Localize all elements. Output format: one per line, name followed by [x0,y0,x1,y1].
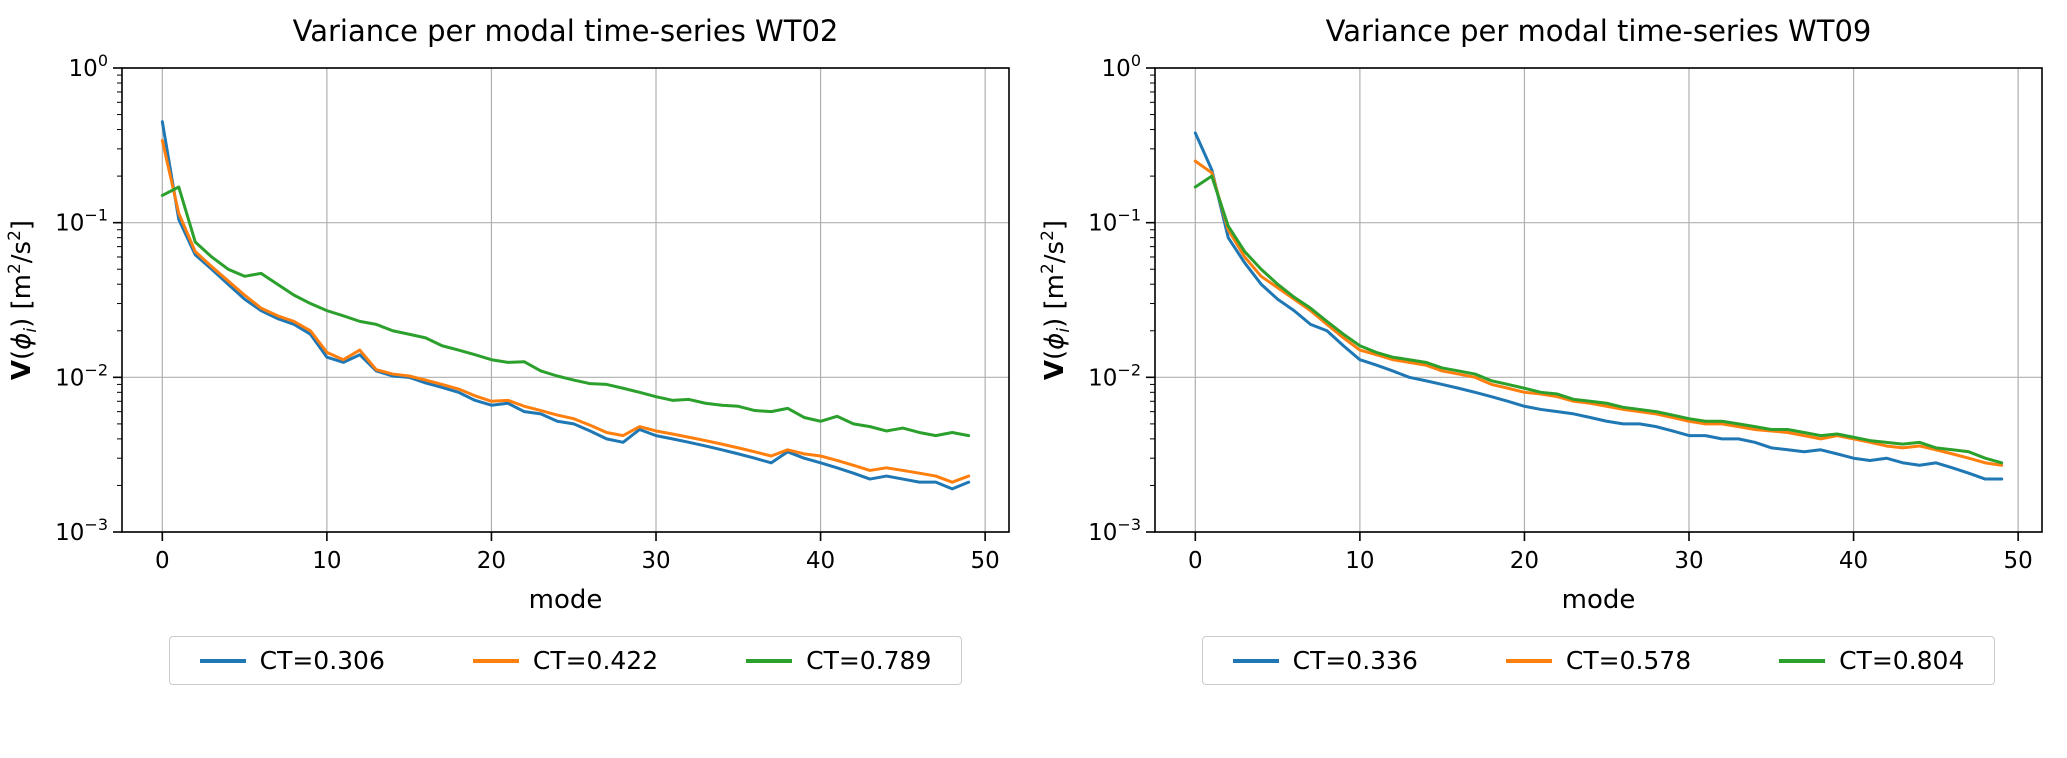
axes-frame [121,67,1010,533]
legend-label: CT=0.804 [1839,646,1965,675]
y-tick-label: 10−3 [1088,515,1141,546]
legend-line-swatch [199,658,246,663]
subplot-wt02: Variance per modal time-series WT02 0 10 2… [0,4,1033,685]
series-line-ct-0-422 [160,138,971,484]
y-tick-label: 10−1 [55,206,108,237]
x-tick-label: 10 [1345,548,1374,574]
y-tick-label: 10−2 [55,360,108,391]
x-tick-label: 10 [312,548,341,574]
legend-line-swatch [746,658,793,663]
legend-label: CT=0.422 [532,646,659,675]
plot-area-wt02: 0 10 20 30 40 50 100 10−1 10−2 10−3 mode V(ϕi) [m2/… [5,52,1010,615]
x-tick-label: 30 [641,548,670,574]
legend-wt02: CT=0.306 CT=0.422 CT=0.789 [168,636,963,685]
legend-label: CT=0.336 [1292,646,1418,675]
series-line-ct-0-578 [1193,159,2004,467]
legend-item: CT=0.804 [1779,646,1964,675]
legend-item: CT=0.306 [199,646,385,675]
legend-wrap-wt09: CT=0.336 CT=0.578 CT=0.804 [1033,636,2066,685]
legend-line-swatch [1505,658,1552,663]
legend-item: CT=0.336 [1232,646,1418,675]
x-tick-label: 50 [2003,548,2032,574]
legend-label: CT=0.578 [1565,646,1692,675]
x-tick-label: 0 [155,548,170,574]
y-tick-label: 10−2 [1088,360,1141,391]
series-line-ct-0-804 [1193,174,2004,465]
plot-area-wt09: 0 10 20 30 40 50 100 10−1 10−2 10−3 mode V(ϕi) [m2/… [1038,52,2043,615]
x-axis-label: mode [1562,585,1636,615]
axes-frame [1154,67,2043,533]
x-tick-label: 40 [1839,548,1868,574]
subplot-wt09: Variance per modal time-series WT09 0 10 2… [1033,4,2066,685]
legend-label: CT=0.306 [259,646,385,675]
x-tick-label: 30 [1674,548,1703,574]
legend-wrap-wt02: CT=0.306 CT=0.422 CT=0.789 [0,636,1033,685]
chart-title-wt02: Variance per modal time-series WT02 [292,14,839,48]
y-tick-label: 100 [69,52,108,82]
legend-wt09: CT=0.336 CT=0.578 CT=0.804 [1201,636,1996,685]
legend-line-swatch [1232,658,1279,663]
y-axis-label: V(ϕi) [m2/s2] [1038,220,1074,380]
x-tick-label: 0 [1188,548,1203,574]
x-tick-label: 20 [477,548,506,574]
legend-item: CT=0.789 [746,646,931,675]
series-line-ct-0-306 [160,120,971,491]
y-tick-label: 10−3 [55,515,108,546]
x-axis-label: mode [529,585,603,615]
x-tick-label: 50 [970,548,999,574]
y-tick-label: 10−1 [1088,206,1141,237]
y-axis-label: V(ϕi) [m2/s2] [5,220,41,380]
legend-line-swatch [1779,658,1826,663]
x-tick-label: 20 [1510,548,1539,574]
legend-item: CT=0.578 [1505,646,1692,675]
legend-line-swatch [472,658,519,663]
series-line-ct-0-789 [160,185,971,438]
legend-item: CT=0.422 [472,646,659,675]
x-tick-label: 40 [806,548,835,574]
legend-label: CT=0.789 [806,646,932,675]
series-line-ct-0-336 [1193,131,2004,481]
y-tick-label: 100 [1102,52,1141,82]
chart-title-wt09: Variance per modal time-series WT09 [1325,14,1872,48]
